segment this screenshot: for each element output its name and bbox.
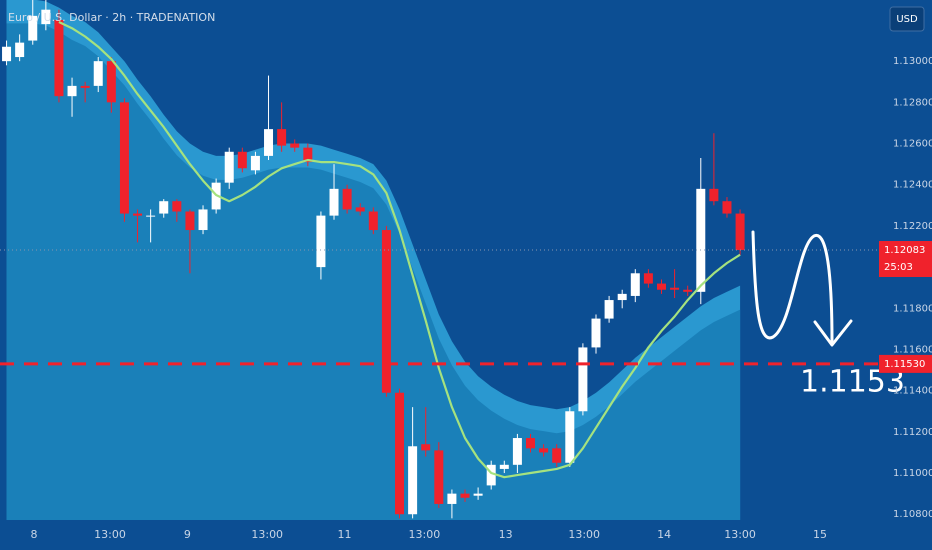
candle-body xyxy=(473,493,483,496)
candle-body xyxy=(264,129,274,156)
x-tick-label: 14 xyxy=(657,528,671,541)
candle-body xyxy=(447,493,457,504)
y-tick-label: 1.12400 xyxy=(893,180,932,191)
candle-body xyxy=(565,411,575,463)
chart-title: Euro / U.S. Dollar · 2h · TRADENATION xyxy=(8,11,215,24)
candle-body xyxy=(617,293,627,301)
y-tick-label: 1.11400 xyxy=(893,386,932,397)
candle-body xyxy=(185,211,195,231)
candle-body xyxy=(237,151,247,169)
candle-body xyxy=(15,42,25,58)
candle-body xyxy=(421,444,431,451)
x-tick-label: 8 xyxy=(31,528,38,541)
x-tick-label: 13:00 xyxy=(568,528,600,541)
currency-button-label[interactable]: USD xyxy=(896,14,918,25)
candle-body xyxy=(604,300,614,319)
candle-body xyxy=(591,318,601,348)
x-tick-label: 13:00 xyxy=(251,528,283,541)
candle-body xyxy=(342,188,352,210)
line-layer xyxy=(0,21,878,479)
currency-button[interactable] xyxy=(889,6,925,32)
candle-body xyxy=(381,230,391,393)
cloud-layer xyxy=(6,0,741,520)
candle-body xyxy=(499,464,509,469)
candle-body xyxy=(133,213,143,216)
cloud-inner xyxy=(6,23,741,520)
y-tick-label: 1.12800 xyxy=(893,97,932,108)
y-tick-label: 1.11000 xyxy=(893,468,932,479)
candle-body xyxy=(329,188,339,216)
candle-body xyxy=(106,61,116,103)
candle-body xyxy=(630,273,640,296)
y-tick-label: 1.11800 xyxy=(893,303,932,314)
x-tick-label: 13:00 xyxy=(724,528,756,541)
candle-body xyxy=(93,61,103,86)
candle-body xyxy=(643,273,653,284)
price-label-box xyxy=(879,241,932,278)
candle-body xyxy=(368,211,378,231)
arrow-head xyxy=(813,319,853,347)
x-tick-label: 11 xyxy=(337,528,351,541)
candle-body xyxy=(460,493,470,498)
y-tick-label: 1.12600 xyxy=(893,139,932,150)
candle-body xyxy=(159,201,169,214)
candle-body xyxy=(277,129,287,146)
x-tick-label: 13 xyxy=(499,528,513,541)
candle-body xyxy=(80,85,90,88)
candle-body xyxy=(408,446,418,515)
price-label-box xyxy=(879,354,932,373)
y-tick-label: 1.11600 xyxy=(893,344,932,355)
candle-body xyxy=(656,283,666,290)
candle-body xyxy=(735,213,745,251)
y-tick-label: 1.10800 xyxy=(893,509,932,520)
x-tick-label: 13:00 xyxy=(94,528,126,541)
price-countdown: 25:03 xyxy=(884,262,913,273)
candle-body xyxy=(250,155,260,171)
candle-body xyxy=(303,147,313,163)
candle-body xyxy=(224,151,234,183)
candle-body xyxy=(526,438,536,449)
candle-body xyxy=(722,201,732,214)
candle-body xyxy=(696,188,706,292)
wave-arrow xyxy=(751,230,834,344)
candle-body xyxy=(119,102,129,214)
candle-body xyxy=(67,85,77,97)
candle-body xyxy=(198,209,208,231)
candle-body xyxy=(54,19,64,97)
candle-body xyxy=(172,201,182,212)
candle-body xyxy=(316,215,326,268)
candle-body xyxy=(670,287,680,290)
candle-body xyxy=(434,450,444,504)
candle-body xyxy=(683,289,693,292)
y-tick-label: 1.11200 xyxy=(893,427,932,438)
candle-body xyxy=(709,188,719,202)
candle-body xyxy=(578,347,588,412)
x-tick-label: 15 xyxy=(813,528,827,541)
candle-body xyxy=(539,448,549,453)
candle-body xyxy=(552,448,562,463)
candle-body xyxy=(395,392,405,515)
candle-body xyxy=(146,215,156,217)
y-tick-label: 1.13000 xyxy=(893,56,932,67)
x-tick-label: 13:00 xyxy=(409,528,441,541)
candle-body xyxy=(355,207,365,212)
candle-body xyxy=(2,46,12,62)
price-label: 1.11530 xyxy=(884,359,925,370)
y-tick-label: 1.12200 xyxy=(893,221,932,232)
x-tick-label: 9 xyxy=(184,528,191,541)
candle-body xyxy=(512,438,522,465)
candle-body xyxy=(41,9,51,25)
candle-layer xyxy=(2,0,745,519)
price-label: 1.12083 xyxy=(884,245,925,256)
candle-body xyxy=(486,464,496,486)
candle-body xyxy=(290,143,300,148)
moving-average xyxy=(58,21,741,479)
candle-body xyxy=(28,15,38,41)
